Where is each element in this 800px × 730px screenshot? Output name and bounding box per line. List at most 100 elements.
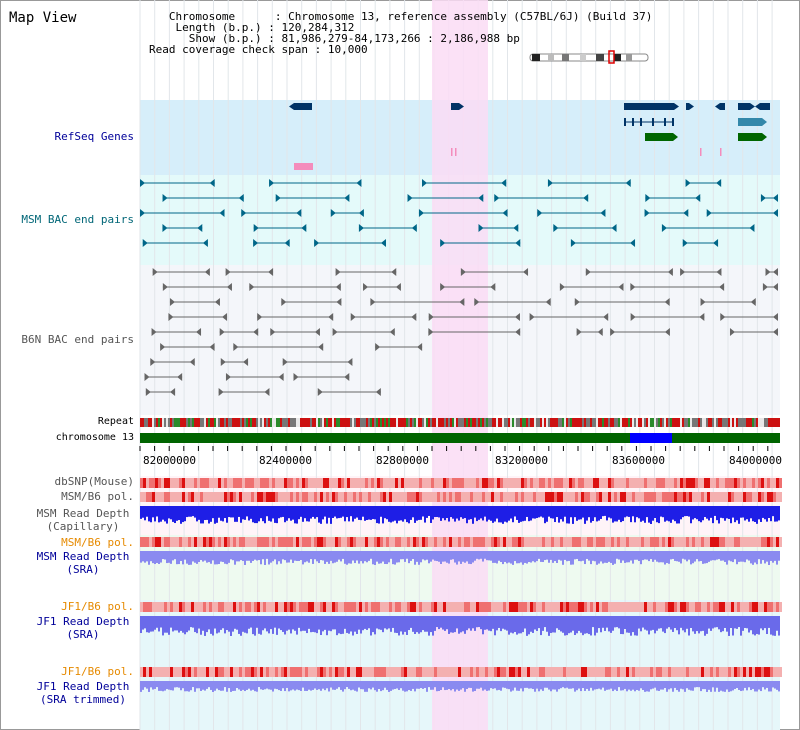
read-depth-bar — [552, 551, 554, 563]
track-label-msm-depth-sra[interactable]: MSM Read Depth (SRA) — [28, 550, 138, 576]
read-depth-bar — [486, 616, 488, 630]
read-depth-bar — [218, 506, 220, 518]
track-label-jf1-depth-trimmed[interactable]: JF1 Read Depth (SRA trimmed) — [28, 680, 138, 706]
polymorphism-cell — [743, 478, 746, 488]
bac-end-marker — [685, 179, 691, 187]
bac-end-marker — [630, 239, 636, 247]
polymorphism-cell — [659, 602, 662, 612]
track-label-msm-bac[interactable]: MSM BAC end pairs — [21, 213, 134, 226]
read-depth-bar — [574, 506, 576, 518]
polymorphism-cell — [359, 667, 362, 677]
read-depth-bar — [240, 616, 242, 636]
read-depth-bar — [648, 551, 650, 562]
bac-end-marker — [559, 283, 565, 291]
repeat-segment — [220, 418, 222, 427]
read-depth-bar — [638, 616, 640, 629]
read-depth-bar — [728, 681, 730, 692]
read-depth-bar — [422, 506, 424, 517]
gene-exon — [640, 118, 642, 126]
read-depth-bar — [438, 506, 440, 518]
repeat-segment — [644, 418, 646, 427]
read-depth-bar — [528, 616, 530, 635]
track-label-msm-depth-capillary[interactable]: MSM Read Depth (Capillary) — [28, 507, 138, 533]
repeat-segment — [738, 418, 740, 427]
polymorphism-cell — [419, 537, 422, 547]
bac-end-marker — [501, 179, 507, 187]
read-depth-bar — [562, 551, 564, 565]
read-depth-bar — [484, 551, 486, 559]
read-depth-bar — [722, 506, 724, 519]
polymorphism-cell — [770, 667, 773, 677]
read-depth-bar — [220, 506, 222, 521]
polymorphism-cell — [539, 478, 542, 488]
polymorphism-cell — [692, 492, 695, 502]
track-label-jf1-b6-pol-2[interactable]: JF1/B6 pol. — [61, 665, 134, 678]
repeat-segment — [740, 418, 742, 427]
track-label-chromosome[interactable]: chromosome 13 — [55, 432, 134, 443]
polymorphism-cell — [626, 537, 629, 547]
polymorphism-cell — [140, 602, 143, 612]
track-label-dbsnp[interactable]: dbSNP(Mouse) — [54, 475, 134, 488]
polymorphism-cell — [173, 478, 176, 488]
track-label-b6n-bac[interactable]: B6N BAC end pairs — [21, 333, 134, 346]
read-depth-bar — [418, 506, 420, 520]
read-depth-bar — [354, 551, 356, 564]
track-label-jf1-b6-pol[interactable]: JF1/B6 pol. — [61, 600, 134, 613]
polymorphism-cell — [221, 492, 224, 502]
track-label-refseq[interactable]: RefSeq Genes — [54, 130, 134, 143]
polymorphism-cell — [365, 537, 368, 547]
read-depth-bar — [196, 551, 198, 564]
polymorphism-cell — [716, 478, 719, 488]
polymorphism-cell — [530, 537, 533, 547]
read-depth-bar — [558, 506, 560, 523]
read-depth-bar — [770, 616, 772, 635]
read-depth-bar — [376, 506, 378, 524]
repeat-segment — [302, 418, 304, 427]
polymorphism-cell — [275, 602, 278, 612]
read-depth-bar — [332, 551, 334, 564]
repeat-segment — [374, 418, 376, 427]
polymorphism-cell — [233, 537, 236, 547]
read-depth-bar — [434, 681, 436, 688]
repeat-segment — [380, 418, 382, 427]
read-depth-bar — [244, 616, 246, 633]
read-depth-bar — [596, 681, 598, 690]
track-label-msm-b6-pol[interactable]: MSM/B6 pol. — [61, 490, 134, 503]
read-depth-bar — [776, 681, 778, 690]
repeat-segment — [518, 418, 520, 427]
read-depth-bar — [316, 551, 318, 562]
repeat-segment — [392, 418, 394, 427]
repeat-segment — [328, 418, 330, 427]
read-depth-bar — [684, 681, 686, 692]
polymorphism-cell — [566, 478, 569, 488]
polymorphism-cell — [623, 537, 626, 547]
read-depth-bar — [670, 506, 672, 523]
track-label-jf1-depth-sra[interactable]: JF1 Read Depth (SRA) — [28, 615, 138, 641]
read-depth-bar — [288, 551, 290, 563]
polymorphism-cell — [728, 602, 731, 612]
read-depth-bar — [576, 506, 578, 521]
read-depth-bar — [674, 551, 676, 561]
polymorphism-cell — [620, 537, 623, 547]
bac-end-marker — [514, 313, 520, 321]
polymorphism-cell — [164, 492, 167, 502]
polymorphism-cell — [362, 492, 365, 502]
read-depth-bar — [532, 616, 534, 633]
read-depth-bar — [264, 506, 266, 524]
polymorphism-cell — [359, 478, 362, 488]
polymorphism-cell — [644, 537, 647, 547]
read-depth-bar — [746, 616, 748, 629]
polymorphism-cell — [617, 667, 620, 677]
polymorphism-cell — [335, 602, 338, 612]
polymorphism-cell — [227, 537, 230, 547]
track-label-repeat[interactable]: Repeat — [97, 416, 134, 427]
read-depth-bar — [438, 616, 440, 630]
polymorphism-cell — [509, 667, 512, 677]
polymorphism-cell — [518, 478, 521, 488]
read-depth-bar — [416, 681, 418, 689]
track-label-msm-b6-pol-2[interactable]: MSM/B6 pol. — [61, 536, 134, 549]
repeat-segment — [280, 418, 282, 427]
read-depth-bar — [568, 616, 570, 634]
polymorphism-cell — [626, 478, 629, 488]
